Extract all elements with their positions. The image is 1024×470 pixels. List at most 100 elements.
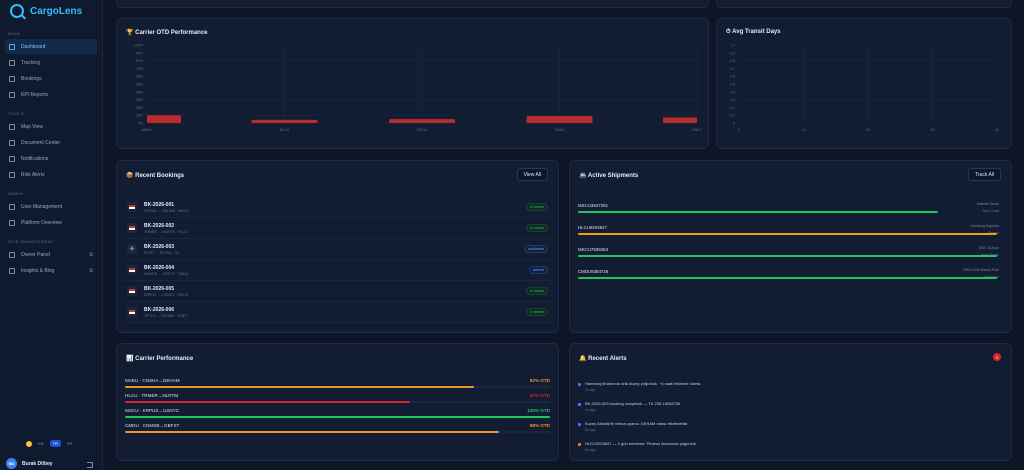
sidebar-item-dashboard[interactable]: Dashboard [5, 39, 97, 54]
nav-list: Map View Document Center Notifications Risk… [0, 119, 102, 182]
booking-row[interactable]: BK-2026-001 CNSHA → DEHAM · MSCU In transi… [123, 197, 552, 218]
user-name: Burak Dilbey [22, 460, 53, 467]
carrier-performance-card: 📊 Carrier Performance MAEU · CNSHA→DEHAM… [116, 343, 559, 461]
booking-id: BK-2026-004 [144, 264, 175, 271]
nav-section-title: SITE MANAGEMENT [8, 239, 55, 244]
nav-section-title: TOOLS [8, 111, 24, 116]
logout-icon[interactable] [87, 462, 93, 468]
booking-row[interactable]: BK-2026-006 JPTYO → DEHAM · ONEY In transi… [123, 302, 552, 323]
sidebar-item-label: Dashboard [21, 43, 46, 50]
sidebar-item-kpi-reports[interactable]: KPI Reports [5, 87, 97, 102]
booking-row[interactable]: BK-2026-004 CNNGB → GBFXT · CMDU arrived [123, 260, 552, 281]
otd-fill [125, 431, 499, 433]
y-tick-label: 60% [136, 75, 143, 79]
lang-en[interactable]: EN [38, 441, 44, 446]
nav-list: User Management Platform Overview [0, 199, 102, 230]
sidebar-item-tracking[interactable]: Tracking [5, 55, 97, 70]
booking-row[interactable]: BK-2026-002 TRMER → NLRTM · HLCU In transi… [123, 218, 552, 239]
y-tick-label: 0.7 [730, 67, 735, 71]
book-icon [9, 267, 15, 274]
sidebar-item-platform-overview[interactable]: Platform Overview [5, 215, 97, 230]
booking-id: BK-2026-001 [144, 201, 175, 208]
sidebar-item-insights-blog[interactable]: Insights & Blog ⧉ [5, 263, 97, 278]
booking-info: BK-2026-002 TRMER → NLRTM · HLCU [144, 223, 526, 234]
nav-list: Owner Panel ⧉ Insights & Blog ⧉ [0, 247, 102, 278]
sidebar-item-map-view[interactable]: Map View [5, 119, 97, 134]
bar-hlcu[interactable] [251, 119, 318, 123]
search-icon [9, 59, 15, 66]
view-all-button[interactable]: View All [516, 168, 548, 181]
otd-value: 100% OTD [527, 408, 550, 413]
flag-icon [127, 265, 137, 275]
y-tick-label: 40% [136, 90, 143, 94]
booking-route: CNSHA → DEHAM · MSCU [144, 208, 189, 213]
shipment-location: Suez Canal [982, 209, 999, 213]
track-all-button[interactable]: Track All [968, 168, 1001, 181]
vessel-name: Hamburg Express [970, 224, 999, 228]
booking-row[interactable]: ✈ BK-2026-003 ETIST → DEFRA · TK confirmed [123, 239, 552, 260]
bar-mscu[interactable] [389, 119, 455, 123]
flag-icon [127, 202, 137, 212]
x-tick-label: MAEU [142, 128, 153, 132]
bar-maeu[interactable] [147, 115, 181, 123]
sidebar-item-label: Notifications [21, 155, 49, 162]
alert-dot-icon [578, 423, 581, 426]
alert-item[interactable]: BK-2026-003 booking onaylandı — TK 235-1… [578, 400, 1001, 422]
booking-id: BK-2026-005 [144, 285, 175, 292]
bell-icon [9, 155, 15, 162]
shipment-row[interactable]: MSCU3847281 Maersk Seoul Suez Canal [578, 201, 1001, 222]
bookings-card: 📦 Recent Bookings View All BK-2026-001 CN… [116, 160, 559, 333]
y-tick-label: 90% [136, 51, 143, 55]
sun-icon[interactable] [26, 440, 32, 447]
alerts-title: 🔔 Recent Alerts [579, 356, 627, 362]
grid-icon [9, 43, 15, 50]
y-tick-label: 100% [134, 44, 143, 48]
bar-oney[interactable] [663, 117, 697, 123]
bar-cmdu[interactable] [526, 115, 593, 123]
top-card-left [116, 0, 709, 8]
y-tick-label: 0 [733, 122, 735, 126]
sidebar-item-document-center[interactable]: Document Center [5, 135, 97, 150]
flag-icon [127, 223, 137, 233]
alert-item[interactable]: HLCU9203847 — 2 gün erteleme: Piraeus li… [578, 440, 1001, 462]
y-tick-label: 10% [136, 114, 143, 118]
alert-time: 6h ago [585, 428, 596, 432]
brand[interactable]: CargoLens [0, 0, 102, 22]
booking-route: TRMER → NLRTM · HLCU [144, 229, 188, 234]
status-badge: confirmed [524, 245, 548, 253]
alert-item[interactable]: Kuzey Atlantik'te fırtına uyarısı. DEHAM… [578, 420, 1001, 442]
lang-tr[interactable]: TR [49, 440, 61, 447]
nav-section-title: ADMIN [8, 191, 24, 196]
otd-value: 82% OTD [529, 378, 550, 383]
y-tick-label: 0.1 [730, 114, 735, 118]
vessel-name: CMA CGM Marco Polo [962, 268, 999, 272]
sidebar-item-risk-alerts[interactable]: Risk Alerts [5, 167, 97, 182]
container-id: CMDU9384726 [578, 269, 609, 274]
alert-item[interactable]: Hamburg limanında orta düzey yoğunluk. ~… [578, 380, 1001, 402]
booking-row[interactable]: BK-2026-005 KRPUS → USNYC · MSCU In transi… [123, 281, 552, 302]
carrier-route: MSCU · KRPUS→USNYC [125, 408, 180, 413]
y-tick-label: 0.4 [730, 90, 735, 94]
lang-fr[interactable]: FR [66, 441, 73, 446]
status-badge: In transit [526, 287, 548, 295]
y-tick-label: 30% [136, 98, 143, 102]
sidebar-item-owner-panel[interactable]: Owner Panel ⧉ [5, 247, 97, 262]
chart-icon [9, 91, 15, 98]
vessel-name: MSC Gulsun [978, 246, 999, 250]
sidebar-item-label: Document Center [21, 139, 61, 146]
sidebar-item-label: KPI Reports [21, 91, 48, 98]
sidebar-item-user-management[interactable]: User Management [5, 199, 97, 214]
x-tick-label: 30 [931, 128, 935, 132]
sidebar-item-bookings[interactable]: Bookings [5, 71, 97, 86]
magnifier-logo-icon [10, 4, 24, 18]
warning-icon [9, 171, 15, 178]
carrier-row: MSCU · KRPUS→USNYC 100% OTD [125, 408, 550, 423]
user-profile[interactable]: BD Burak Dilbey [6, 458, 53, 469]
booking-info: BK-2026-006 JPTYO → DEHAM · ONEY [144, 307, 526, 318]
sidebar-item-notifications[interactable]: Notifications [5, 151, 97, 166]
x-tick-label: 40 [995, 128, 999, 132]
vessel-name: Maersk Seoul [977, 202, 999, 206]
